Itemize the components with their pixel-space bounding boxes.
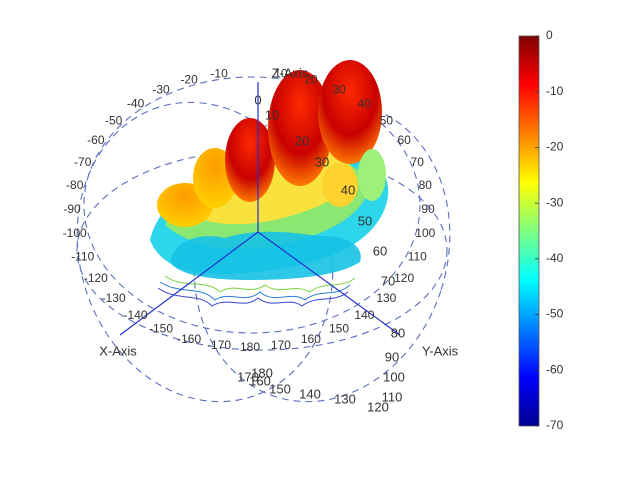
colorbar-tick-label: 0 <box>546 28 553 42</box>
azimuth-tick-label: 170 <box>271 338 291 352</box>
y-axis-line <box>257 231 401 336</box>
main-lobe <box>225 118 275 202</box>
azimuth-tick-label: -30 <box>152 83 170 97</box>
azimuth-tick-label: -120 <box>84 271 108 285</box>
azimuth-tick-label: -90 <box>63 202 81 216</box>
elevation-tick-label: 170 <box>237 369 259 384</box>
azimuth-tick-label: 150 <box>329 322 349 336</box>
contour-trace <box>159 281 351 301</box>
azimuth-tick-label: 90 <box>421 202 435 216</box>
azimuth-tick-label: 20 <box>304 72 318 86</box>
elevation-tick-label: 90 <box>385 349 399 364</box>
colorbar-tick-label: -60 <box>546 362 564 376</box>
azimuth-tick-label: -170 <box>207 338 231 352</box>
colorbar: 0 -10 -20 -30 -40 -50 -60 -70 <box>518 28 564 432</box>
colorbar-tick-label: -70 <box>546 418 564 432</box>
azimuth-tick-label: -20 <box>180 72 198 86</box>
elevation-tick-label: 20 <box>295 133 309 148</box>
azimuth-tick-label: 100 <box>415 226 435 240</box>
azimuth-tick-label: 140 <box>354 308 374 322</box>
elevation-tick-label: 80 <box>391 325 405 340</box>
colorbar-tick-label: -20 <box>546 140 564 154</box>
elevation-tick-label: 40 <box>341 182 355 197</box>
elevation-tick-label: 110 <box>382 389 403 404</box>
azimuth-tick-label: 10 <box>274 66 288 80</box>
elevation-tick-label: 100 <box>383 369 405 384</box>
guide-circle <box>83 76 421 334</box>
contour-trace <box>157 287 349 307</box>
contour-trace <box>164 275 356 293</box>
elevation-tick-label: 160 <box>249 373 271 388</box>
z-axis-label: Z-Axis <box>272 65 309 80</box>
elevation-tick-label: 140 <box>299 386 321 401</box>
elevation-tick-label: 120 <box>367 399 389 414</box>
azimuth-tick-label: 80 <box>419 178 433 192</box>
azimuth-tick-label: -110 <box>71 249 94 263</box>
azimuth-tick-label: -70 <box>74 155 92 169</box>
x-axis-label: X-Axis <box>99 343 137 358</box>
colorbar-tick-label: -30 <box>546 195 564 209</box>
azimuth-tick-label: 120 <box>394 271 414 285</box>
azimuth-tick-label: -100 <box>63 226 87 240</box>
main-lobe <box>268 70 332 186</box>
azimuth-tick-label: -40 <box>127 96 145 110</box>
colorbar-gradient <box>518 35 540 427</box>
azimuth-tick-label: 160 <box>301 332 321 346</box>
azimuth-tick-label: -130 <box>102 291 126 305</box>
azimuth-tick-label: -10 <box>210 66 228 80</box>
elevation-tick-label: 60 <box>373 243 387 258</box>
side-lobe <box>358 149 386 201</box>
lower-lobes <box>170 231 361 280</box>
cartesian-axes <box>119 82 401 336</box>
elevation-tick-label: 30 <box>315 154 329 169</box>
azimuth-tick-label: -50 <box>105 113 123 127</box>
azimuth-tick-label: -60 <box>87 133 105 147</box>
elevation-tick-label: 10 <box>265 107 279 122</box>
elevation-tick-label: 130 <box>334 391 356 406</box>
elevation-tick-label: 50 <box>358 213 372 228</box>
colorbar-tick-label: -50 <box>546 307 564 321</box>
elevation-tick-label: 150 <box>269 381 291 396</box>
azimuth-tick-label: 50 <box>380 113 394 127</box>
azimuth-tick-label: 130 <box>376 291 396 305</box>
main-lobe <box>318 60 382 164</box>
azimuth-tick-label: 180 <box>240 340 260 354</box>
x-axis-line <box>119 231 259 336</box>
elevation-tick-label: 180 <box>251 365 273 380</box>
azimuth-tick-label: 70 <box>411 155 425 169</box>
azimuth-tick-label: -150 <box>149 322 173 336</box>
azimuth-tick-label: 30 <box>332 83 346 97</box>
colorbar-tick-label: -40 <box>546 251 564 265</box>
azimuth-tick-label: 60 <box>397 133 411 147</box>
colorbar-tick-label: -10 <box>546 84 564 98</box>
elevation-tick-label: 70 <box>381 273 395 288</box>
azimuth-tick-label: -80 <box>66 178 84 192</box>
y-axis-label: Y-Axis <box>422 343 459 358</box>
pattern-surface <box>150 60 389 307</box>
azimuth-tick-label: 110 <box>408 249 427 263</box>
azimuth-tick-label: -140 <box>124 308 148 322</box>
side-lobe <box>322 163 358 207</box>
azimuth-tick-label: -160 <box>177 332 201 346</box>
elevation-tick-label: 0 <box>254 92 261 107</box>
azimuth-tick-label: 40 <box>358 96 372 110</box>
